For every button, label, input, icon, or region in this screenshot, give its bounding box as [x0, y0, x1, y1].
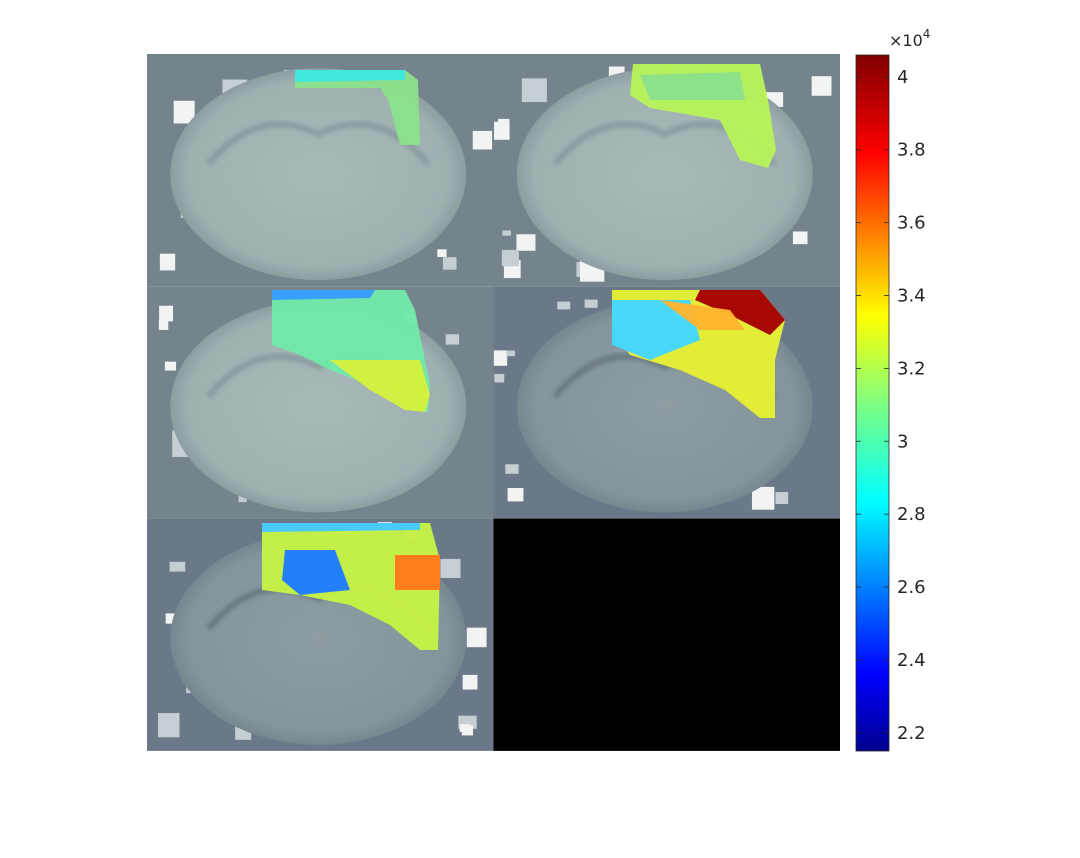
noise-speckle	[585, 300, 598, 308]
noise-speckle	[522, 78, 547, 102]
colorbar-tick-label: 2.8	[897, 504, 926, 525]
noise-speckle	[557, 302, 570, 310]
image-panel	[147, 519, 494, 751]
parameter-overlay	[395, 555, 440, 590]
colorbar: 2.2 2.4 2.6 2.8 3 3.2 3.4 3.6 3.8 4 ×104	[856, 27, 930, 751]
noise-speckle	[508, 488, 524, 501]
noise-speckle	[170, 562, 186, 572]
noise-speckle	[502, 230, 511, 235]
image-panel	[147, 54, 494, 286]
colorbar-tick-label: 3	[897, 431, 908, 452]
noise-speckle	[494, 374, 504, 383]
noise-speckle	[165, 362, 176, 371]
noise-speckle	[812, 76, 832, 96]
image-panel	[494, 519, 841, 751]
noise-speckle	[494, 122, 510, 140]
image-panel	[147, 286, 494, 518]
image-panel	[494, 54, 841, 286]
noise-speckle	[752, 487, 774, 510]
noise-speckle	[159, 306, 173, 322]
noise-speckle	[437, 249, 446, 257]
colorbar-tick-label: 3.6	[897, 213, 926, 234]
noise-speckle	[506, 351, 515, 357]
image-panel	[494, 286, 841, 518]
colorbar-tick-label: 3.2	[897, 358, 926, 379]
empty-panel	[494, 519, 841, 751]
colorbar-tick-label: 3.8	[897, 140, 926, 161]
noise-speckle	[443, 257, 457, 270]
noise-speckle	[775, 492, 788, 504]
noise-speckle	[516, 234, 535, 251]
colorbar-tick-label: 2.6	[897, 577, 926, 598]
noise-speckle	[159, 320, 169, 330]
noise-speckle	[463, 675, 478, 690]
colorbar-tick-label: 3.4	[897, 286, 926, 307]
noise-speckle	[440, 559, 460, 578]
colorbar-gradient	[856, 55, 889, 751]
noise-speckle	[505, 464, 518, 474]
colorbar-tick-label: 2.4	[897, 650, 926, 671]
noise-speckle	[462, 725, 473, 735]
noise-speckle	[446, 334, 459, 344]
noise-speckle	[160, 254, 175, 271]
image-panels	[147, 54, 840, 751]
noise-speckle	[793, 231, 808, 244]
colorbar-multiplier: ×104	[889, 27, 930, 50]
parameter-overlay	[295, 70, 405, 82]
noise-speckle	[158, 713, 179, 737]
colorbar-multiplier-exponent: 4	[923, 27, 931, 41]
noise-speckle	[467, 628, 487, 648]
colorbar-tick-label: 2.2	[897, 723, 926, 744]
noise-speckle	[473, 131, 492, 150]
noise-speckle	[502, 250, 519, 266]
parameter-overlay	[640, 72, 745, 100]
colorbar-tick-label: 4	[897, 67, 908, 88]
noise-speckle	[494, 350, 507, 365]
